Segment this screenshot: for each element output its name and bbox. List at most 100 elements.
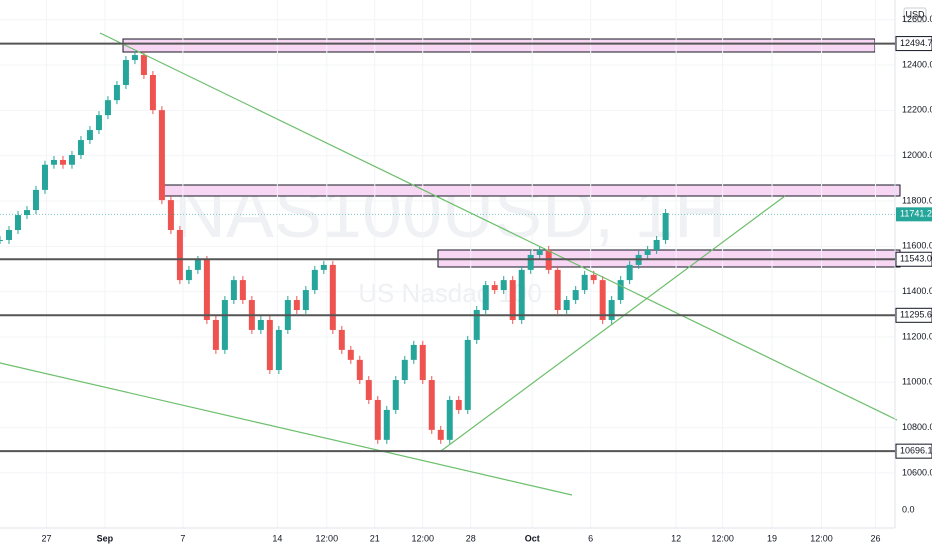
candle	[113, 84, 120, 101]
candle	[41, 164, 48, 190]
x-tick-label: 12:00	[810, 533, 833, 543]
candle	[212, 319, 219, 350]
candle	[518, 269, 525, 320]
candle	[338, 329, 345, 350]
y-tick-label: 11000.0	[902, 377, 932, 387]
candle	[473, 310, 480, 340]
x-tick-label: 7	[180, 533, 185, 543]
x-tick-label: 12:00	[316, 533, 339, 543]
candle	[599, 280, 606, 320]
y-tick-label: 10600.0	[902, 467, 932, 477]
y-tick-label: 11400.0	[902, 286, 932, 296]
candle	[482, 285, 489, 311]
candle	[257, 319, 264, 330]
candle	[383, 409, 390, 440]
candle	[428, 380, 435, 430]
candle	[617, 280, 624, 301]
candle	[23, 210, 30, 216]
level-tag	[895, 443, 932, 459]
level-tag	[895, 36, 932, 52]
candle	[500, 280, 507, 291]
candle	[644, 249, 651, 255]
x-tick-label: 6	[588, 533, 593, 543]
y-tick-label: 11200.0	[902, 331, 932, 341]
zone	[161, 184, 901, 197]
candle	[14, 215, 21, 231]
x-tick-label: 28	[466, 533, 476, 543]
candle	[401, 359, 408, 381]
currency-box[interactable]	[903, 7, 927, 23]
x-tick-label: 27	[41, 533, 51, 543]
x-tick-label: 12:00	[711, 533, 734, 543]
candle	[239, 280, 246, 301]
candle	[131, 55, 138, 61]
candle	[356, 359, 363, 381]
candle	[122, 60, 129, 85]
y-tick-label: 11600.0	[902, 241, 932, 251]
candle	[86, 130, 93, 141]
candle	[365, 380, 372, 400]
candle	[185, 269, 192, 281]
candle	[581, 274, 588, 291]
level-label: 10696.1	[900, 446, 932, 456]
candle	[32, 189, 39, 211]
level-label: 11295.6	[900, 310, 932, 320]
x-tick-label: 26	[871, 533, 881, 543]
candle	[311, 269, 318, 291]
candle	[293, 300, 300, 311]
candle	[77, 140, 84, 156]
candle	[221, 300, 228, 350]
candle	[176, 230, 183, 281]
candle	[536, 249, 543, 255]
x-tick-label: Oct	[525, 533, 540, 543]
candle	[662, 213, 669, 240]
candle	[527, 254, 534, 270]
candle	[95, 115, 102, 131]
candle	[167, 200, 174, 231]
candle	[50, 159, 57, 165]
y-tick-label: 11800.0	[902, 195, 932, 205]
candle	[140, 55, 147, 76]
candle	[437, 429, 444, 440]
x-tick-label: 12	[671, 533, 681, 543]
candle	[626, 264, 633, 281]
plot	[0, 0, 895, 528]
last-price-tag	[896, 207, 932, 222]
candle	[203, 259, 210, 320]
trend-line	[99, 32, 898, 421]
candle	[158, 110, 165, 201]
y-tick-label: 12200.0	[902, 105, 932, 115]
candle	[572, 290, 579, 301]
trend-line	[440, 195, 786, 452]
candle	[320, 264, 327, 270]
candle	[149, 75, 156, 111]
last-price-label: 11741.2	[900, 209, 932, 219]
x-tick-label: 14	[272, 533, 282, 543]
candle	[329, 264, 336, 330]
y-tick-label: 12600.0	[902, 14, 932, 24]
candle	[554, 269, 561, 311]
candle	[194, 259, 201, 270]
currency: USD	[905, 9, 925, 19]
candle	[446, 399, 453, 440]
candle	[563, 300, 570, 311]
candle	[608, 300, 615, 320]
candle	[491, 285, 498, 291]
x-tick-label: Sep	[97, 533, 114, 543]
candle	[59, 159, 66, 165]
candle	[266, 319, 273, 371]
trend-lines	[0, 32, 898, 496]
candle	[68, 155, 75, 165]
y-tick-label: 12400.0	[902, 59, 932, 69]
level-label: 12494.7	[900, 38, 932, 48]
candle	[347, 349, 354, 360]
axis-label: 0.0	[902, 504, 915, 514]
level-label: 11543.0	[900, 254, 932, 264]
candle	[5, 230, 12, 240]
candle	[509, 280, 516, 320]
candle	[653, 239, 660, 250]
trend-line	[0, 362, 573, 496]
zone	[122, 38, 876, 53]
